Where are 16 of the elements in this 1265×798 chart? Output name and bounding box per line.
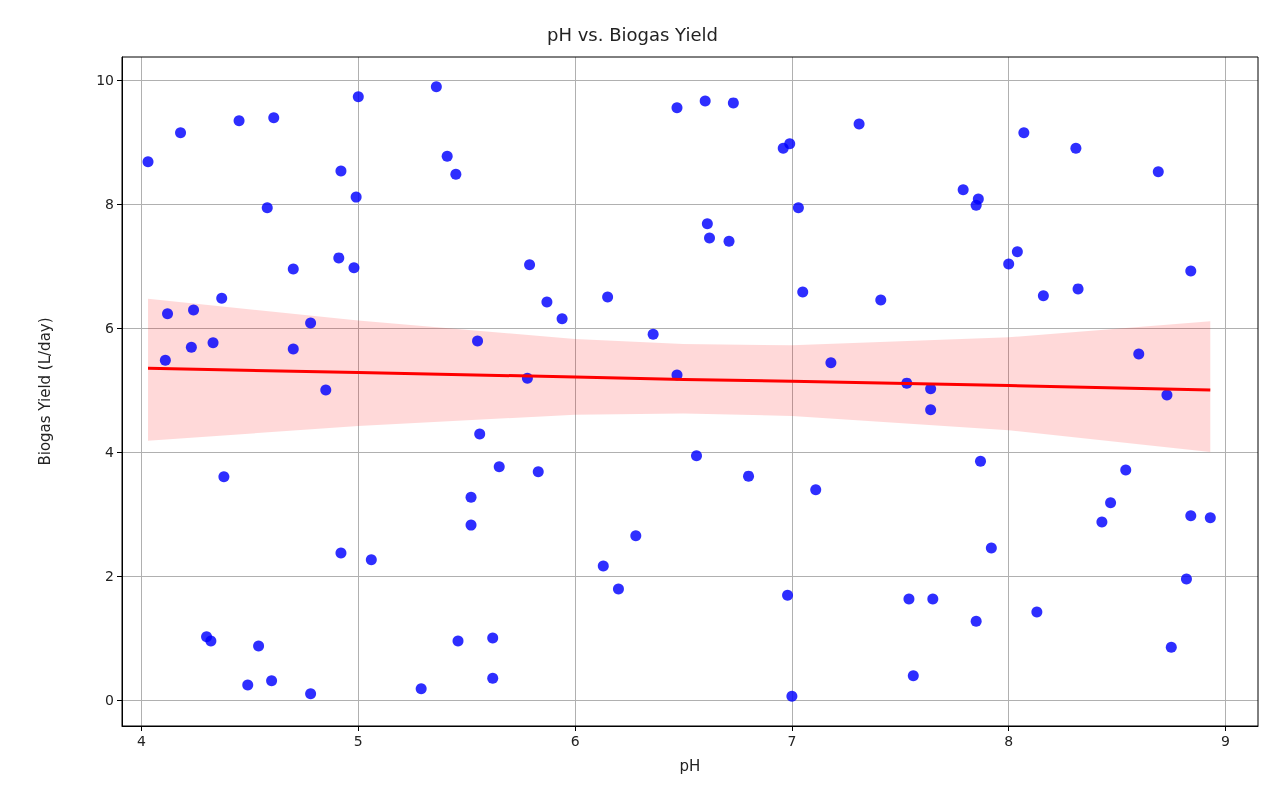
y-tick-label: 6 (105, 319, 115, 336)
chart-title: pH vs. Biogas Yield (547, 23, 718, 45)
y-axis-title: Biogas Yield (L/day) (35, 317, 54, 466)
y-tick-label: 0 (105, 691, 114, 708)
line-series (146, 366, 1212, 392)
x-tick-label: 8 (1004, 733, 1014, 749)
y-tick-label: 4 (105, 443, 115, 460)
x-axis-title: pH (679, 756, 701, 775)
x-tick-label: 4 (137, 733, 147, 749)
x-tick-label: 6 (570, 733, 580, 749)
y-tick-label: 8 (105, 195, 114, 212)
x-tick-label: 9 (1221, 733, 1230, 749)
x-tick-label: 7 (787, 733, 797, 749)
x-tick-label: 5 (353, 733, 363, 749)
y-tick-label: 2 (105, 567, 114, 584)
y-tick-label: 10 (96, 71, 114, 88)
